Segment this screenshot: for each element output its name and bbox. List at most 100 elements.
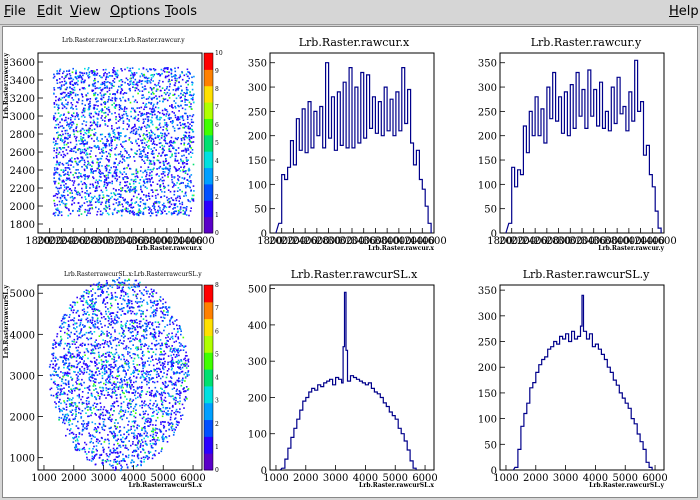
heatmap-cell (109, 450, 111, 452)
heatmap-cell (109, 155, 111, 158)
heatmap-cell (120, 132, 122, 134)
heatmap-cell (89, 192, 92, 195)
heatmap-cell (150, 210, 152, 213)
heatmap-cell (67, 142, 69, 144)
heatmap-cell (109, 368, 112, 371)
x-tick-label: 1800 (257, 236, 282, 247)
heatmap-cell (188, 142, 190, 145)
heatmap-cell (75, 415, 77, 417)
heatmap-cell (125, 173, 127, 175)
heatmap-cell (130, 428, 132, 430)
heatmap-cell (140, 370, 143, 373)
heatmap-cell (87, 351, 90, 353)
heatmap-cell (88, 385, 91, 387)
heatmap-cell (53, 212, 55, 214)
heatmap-cell (132, 294, 135, 296)
heatmap-cell (125, 362, 127, 365)
heatmap-cell (161, 87, 164, 89)
heatmap-cell (84, 192, 86, 194)
heatmap-cell (120, 99, 122, 102)
heatmap-cell (150, 418, 152, 421)
heatmap-cell (141, 293, 143, 295)
heatmap-cell (63, 314, 66, 316)
menu-edit[interactable]: Edit (37, 4, 63, 19)
heatmap-cell (168, 422, 171, 425)
heatmap-cell (156, 416, 159, 419)
heatmap-cell (67, 186, 70, 188)
heatmap-cell (66, 186, 68, 188)
heatmap-cell (118, 189, 120, 191)
menu-tools[interactable]: Tools (165, 4, 198, 19)
heatmap-cell (67, 173, 69, 176)
heatmap-cell (86, 190, 88, 192)
heatmap-cell (186, 75, 189, 78)
heatmap-cell (145, 98, 148, 100)
heatmap-cell (164, 186, 166, 189)
heatmap-cell (151, 439, 154, 441)
heatmap-cell (116, 69, 119, 72)
heatmap-cell (171, 111, 174, 113)
heatmap-cell (117, 456, 120, 458)
heatmap-cell (150, 102, 153, 104)
heatmap-cell (175, 168, 178, 171)
heatmap-cell (120, 415, 122, 418)
heatmap-cell (142, 118, 145, 121)
heatmap-cell (56, 333, 59, 335)
heatmap-cell (117, 153, 120, 156)
heatmap-cell (74, 158, 76, 160)
heatmap-cell (94, 73, 96, 75)
heatmap-cell (123, 379, 125, 381)
heatmap-cell (128, 383, 131, 386)
heatmap-cell (70, 428, 72, 430)
heatmap-cell (83, 369, 86, 372)
x-axis-title: Lrb.Raster.rawcur.x (368, 245, 434, 252)
heatmap-cell (113, 131, 116, 134)
heatmap-cell (117, 306, 119, 309)
heatmap-cell (109, 149, 111, 151)
heatmap-cell (173, 190, 176, 193)
heatmap-cell (161, 109, 164, 112)
heatmap-cell (151, 322, 154, 324)
heatmap-cell (114, 319, 116, 321)
heatmap-cell (140, 394, 143, 396)
heatmap-cell (174, 210, 176, 212)
heatmap-cell (86, 152, 88, 154)
heatmap-cell (118, 282, 121, 284)
heatmap-cell (81, 430, 84, 432)
heatmap-cell (127, 360, 129, 363)
heatmap-cell (171, 176, 173, 178)
menu-view[interactable]: View (70, 4, 101, 19)
heatmap-cell (109, 172, 112, 174)
heatmap-cell (61, 162, 64, 165)
heatmap-cell (111, 127, 113, 130)
menu-file[interactable]: File (4, 4, 26, 19)
heatmap-cell (132, 77, 134, 79)
palette-band (204, 151, 213, 169)
heatmap-cell (163, 167, 165, 170)
heatmap-cell (92, 184, 94, 187)
heatmap-cell (184, 396, 187, 398)
heatmap-cell (159, 74, 161, 77)
menu-options[interactable]: Options (110, 4, 161, 19)
heatmap-cell (67, 397, 70, 400)
heatmap-cell (103, 382, 105, 385)
heatmap-cell (113, 381, 116, 383)
heatmap-cell (124, 335, 126, 337)
heatmap-cell (114, 365, 117, 367)
heatmap-cell (129, 191, 131, 193)
heatmap-cell (187, 389, 189, 391)
heatmap-cell (119, 297, 122, 299)
heatmap-cell (166, 324, 169, 326)
heatmap-cell (62, 421, 64, 424)
heatmap-cell (128, 302, 130, 305)
heatmap-cell (146, 77, 149, 80)
heatmap-cell (143, 437, 145, 440)
heatmap-cell (128, 278, 130, 281)
heatmap-cell (139, 446, 142, 448)
heatmap-cell (176, 196, 179, 199)
heatmap-cell (132, 74, 134, 76)
heatmap-cell (106, 411, 109, 414)
menu-help[interactable]: Help (669, 4, 699, 19)
heatmap-cell (67, 171, 69, 173)
heatmap-cell (56, 196, 59, 199)
